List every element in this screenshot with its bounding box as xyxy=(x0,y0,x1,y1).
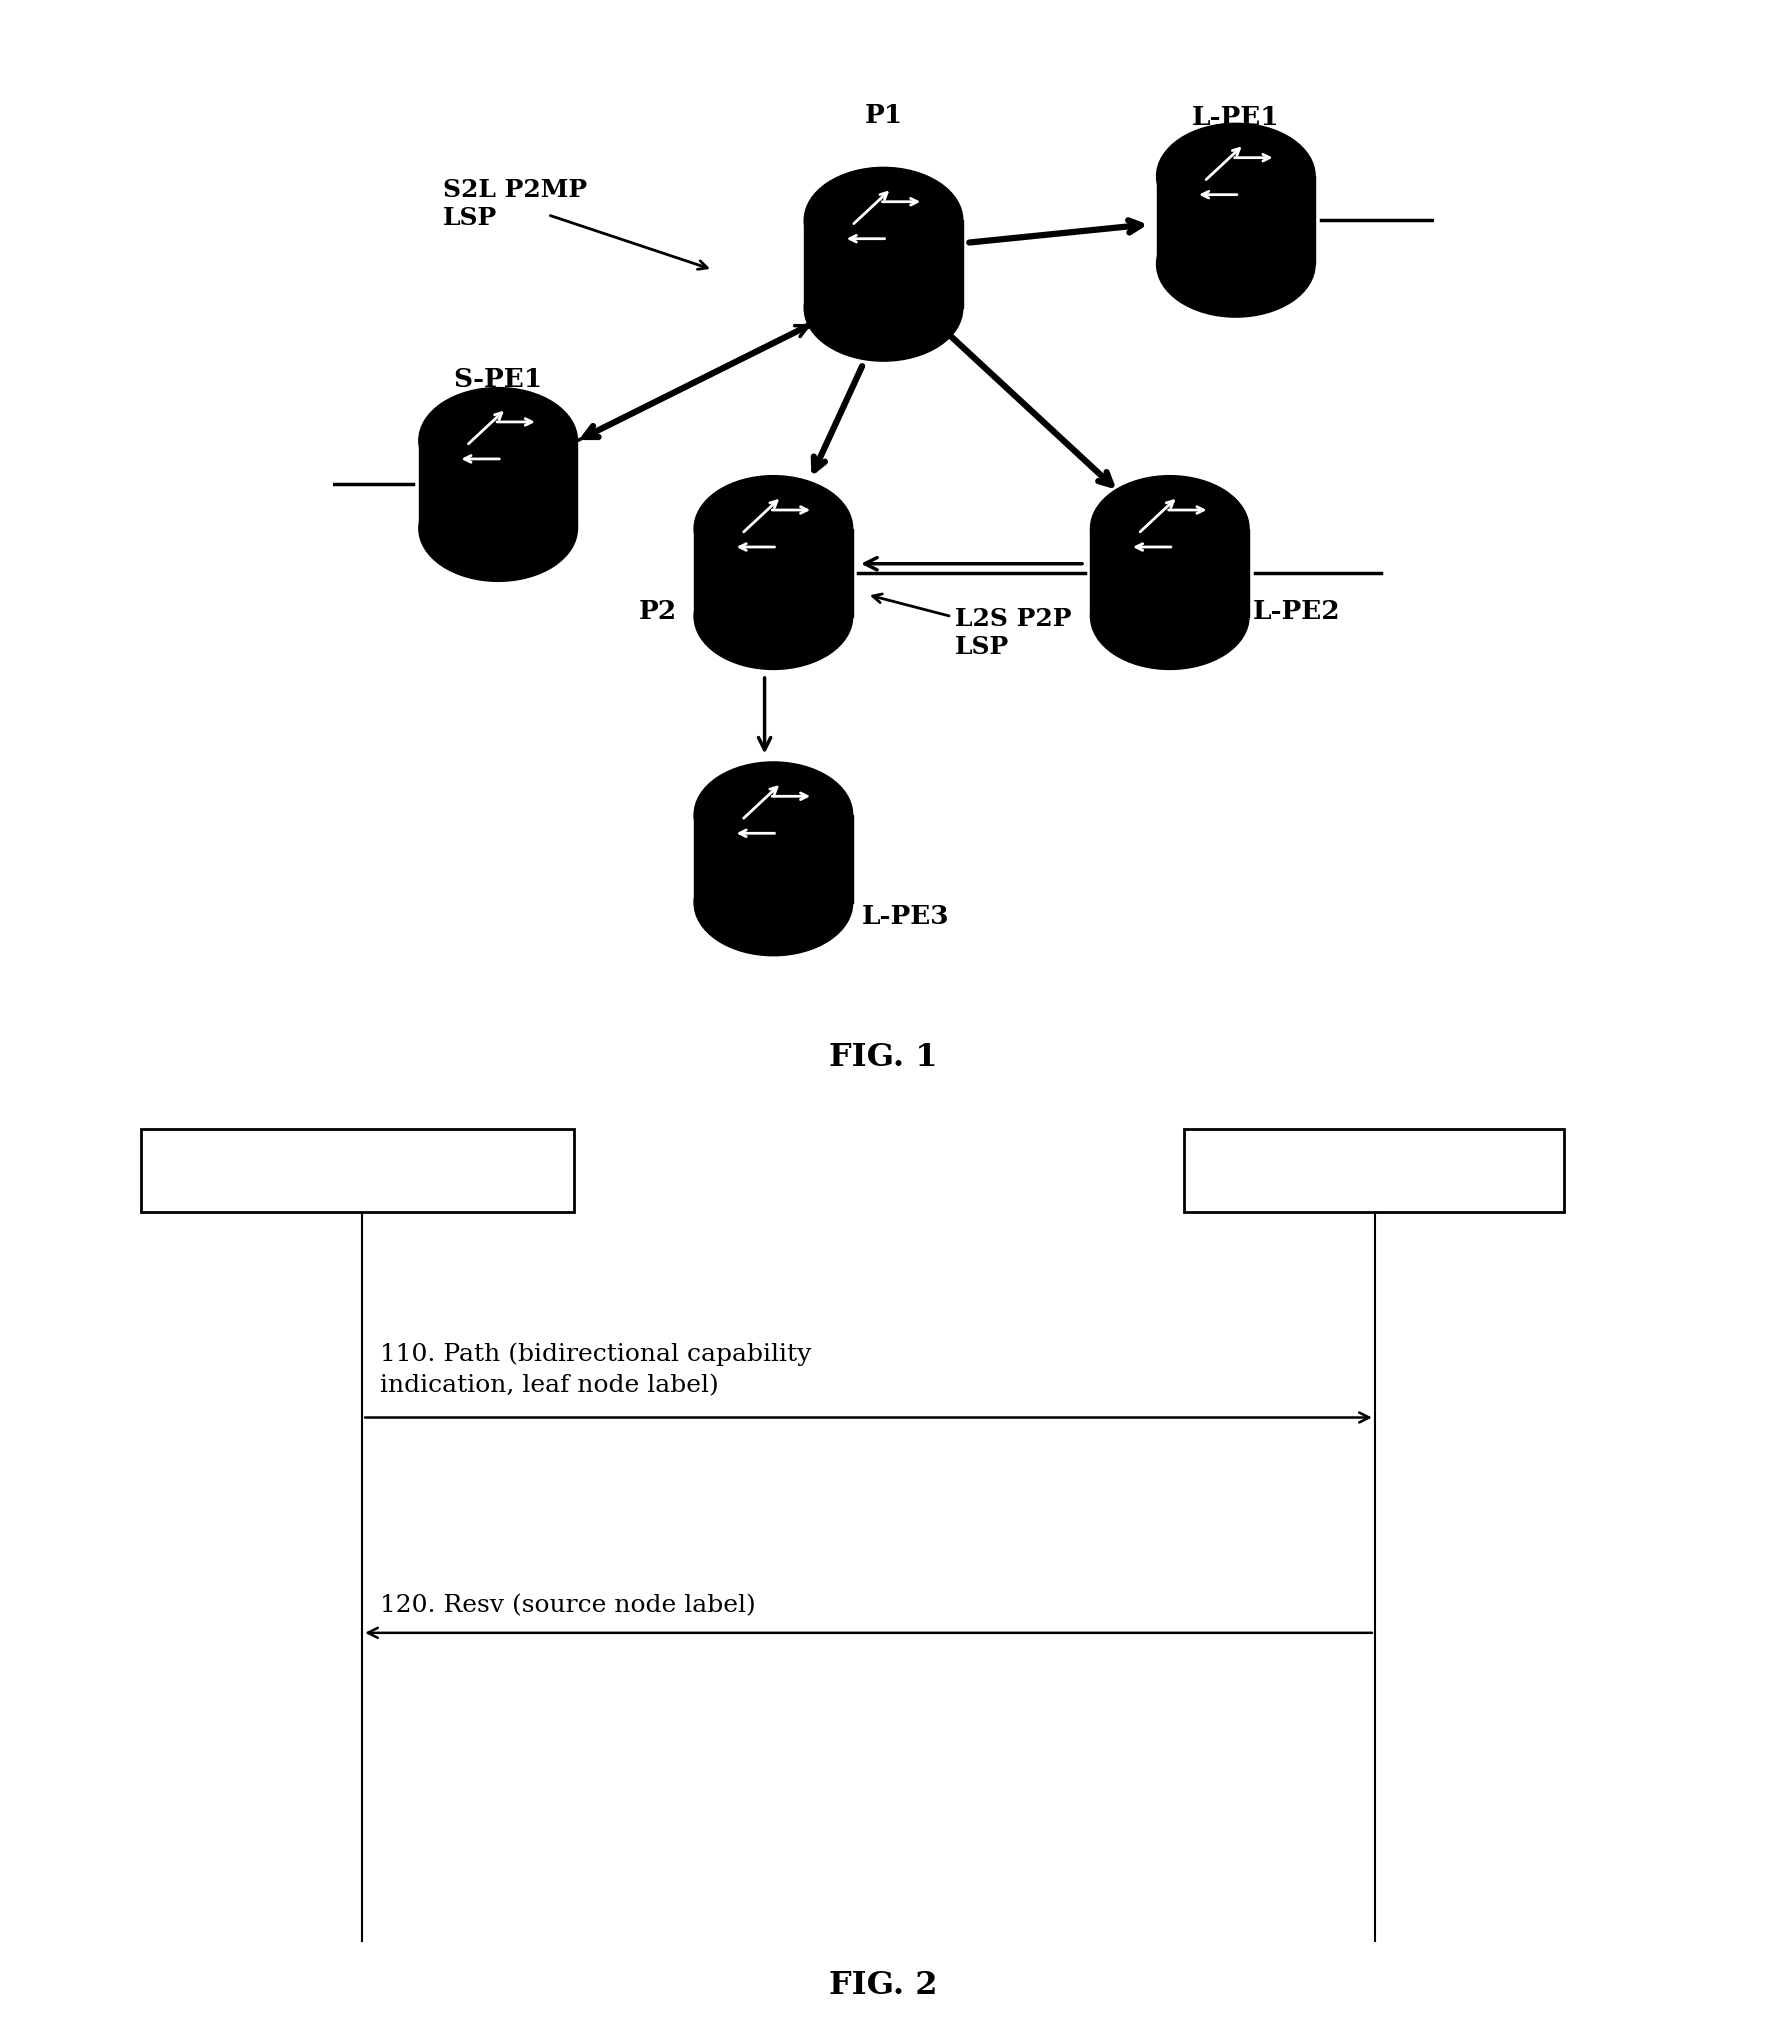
Text: P1: P1 xyxy=(864,104,903,128)
Ellipse shape xyxy=(804,255,963,361)
Ellipse shape xyxy=(1090,563,1249,669)
Ellipse shape xyxy=(694,763,853,869)
Ellipse shape xyxy=(1090,475,1249,581)
Ellipse shape xyxy=(694,850,853,956)
Text: 110. Path (bidirectional capability: 110. Path (bidirectional capability xyxy=(380,1342,811,1366)
Ellipse shape xyxy=(1157,122,1315,228)
Ellipse shape xyxy=(694,475,853,581)
Text: S-PE1: S-PE1 xyxy=(454,367,542,391)
Ellipse shape xyxy=(419,475,578,581)
Text: L-PE1: L-PE1 xyxy=(1193,106,1279,130)
Text: 120. Resv (source node label): 120. Resv (source node label) xyxy=(380,1594,756,1617)
Text: L2S P2P
LSP: L2S P2P LSP xyxy=(956,608,1071,659)
Text: indication, leaf node label): indication, leaf node label) xyxy=(380,1374,719,1397)
Polygon shape xyxy=(694,816,853,903)
Ellipse shape xyxy=(1157,212,1315,318)
Text: Source node: Source node xyxy=(270,1156,445,1185)
Text: S2L P2MP
LSP: S2L P2MP LSP xyxy=(444,177,587,230)
FancyBboxPatch shape xyxy=(141,1130,574,1211)
Text: L-PE2: L-PE2 xyxy=(1253,599,1339,624)
Ellipse shape xyxy=(804,167,963,273)
Polygon shape xyxy=(419,440,578,528)
Polygon shape xyxy=(1090,528,1249,616)
Text: FIG. 1: FIG. 1 xyxy=(829,1042,938,1073)
Text: Leaf node: Leaf node xyxy=(1304,1156,1444,1185)
FancyBboxPatch shape xyxy=(1184,1130,1564,1211)
Polygon shape xyxy=(804,220,963,308)
Text: FIG. 2: FIG. 2 xyxy=(829,1970,938,2000)
Ellipse shape xyxy=(419,387,578,493)
Ellipse shape xyxy=(694,563,853,669)
Polygon shape xyxy=(1157,175,1315,265)
Text: P2: P2 xyxy=(638,599,677,624)
Text: L-PE3: L-PE3 xyxy=(862,903,949,928)
Polygon shape xyxy=(694,528,853,616)
